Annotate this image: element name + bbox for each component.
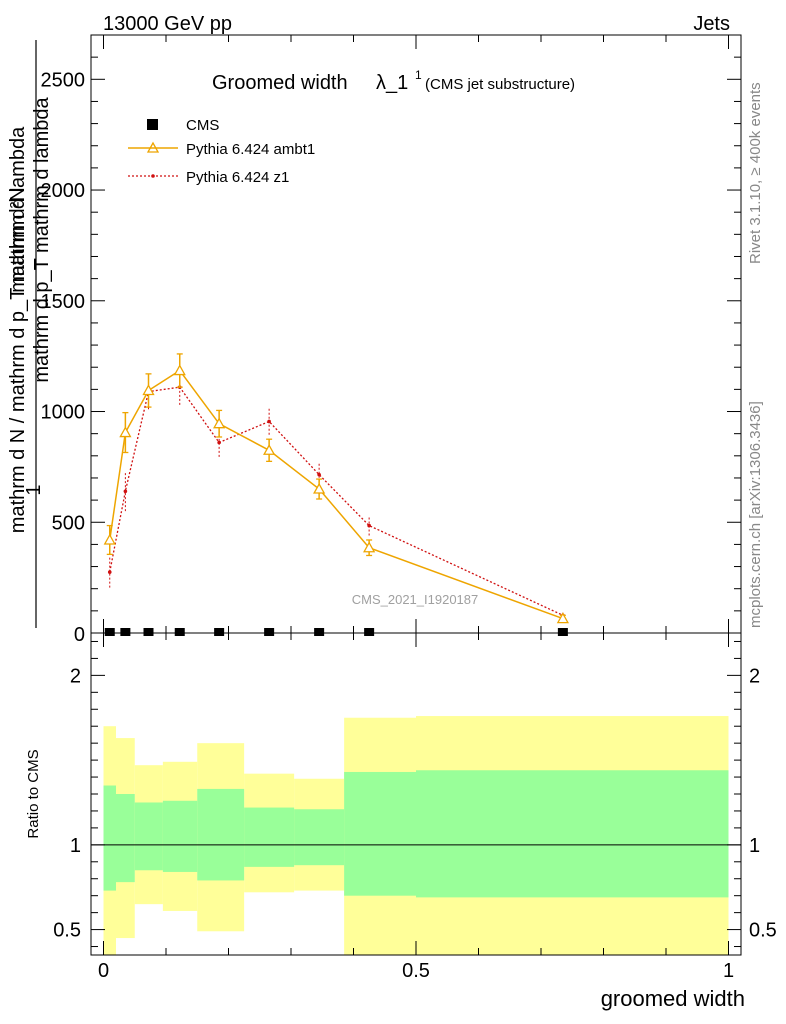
ambt1-point [173, 364, 186, 376]
legend-ambt1-label: Pythia 6.424 ambt1 [186, 141, 315, 158]
ratio-xlabel: groomed width [601, 986, 745, 1011]
cms-point [264, 628, 275, 636]
ambt1-point [103, 533, 116, 545]
ambt1-series-line [109, 369, 564, 620]
ambt1-point [363, 541, 376, 553]
ratio-ytick-label-right: 1 [749, 835, 760, 857]
ratio-inner-band [197, 788, 245, 881]
cms-point [314, 628, 325, 636]
ambt1-point [142, 384, 155, 396]
chart-title-note: (CMS jet substructure) [425, 76, 575, 93]
analysis-watermark: CMS_2021_I1920187 [352, 592, 479, 607]
ratio-frame [90, 632, 742, 956]
chart-title: Groomed width [212, 72, 348, 94]
legend-cms-marker [147, 119, 158, 130]
ratio-ytick-label-left: 2 [70, 665, 81, 687]
ambt1-point [213, 417, 226, 429]
ratio-panel: 0.5 0.51 12 2 0 0.5 1 [53, 632, 777, 982]
ratio-inner-band [244, 807, 295, 867]
main-ylabel-top-den: mathrm d p_T mathrm d lambda [31, 96, 53, 382]
z1-point [217, 440, 221, 445]
ratio-inner-band [162, 800, 198, 872]
ratio-ytick-label-left: 1 [70, 835, 81, 857]
ratio-ytick-label-left: 0.5 [53, 920, 81, 942]
ratio-ytick-labels: 0.5 0.5 1 1 2 2 [53, 665, 777, 941]
ratio-inner-band [294, 809, 345, 866]
main-ytick-label: 2000 [41, 180, 86, 202]
legend-cms-label: CMS [186, 117, 219, 134]
chart-title-lambda: λ_1 [376, 72, 408, 94]
ambt1-point [119, 426, 132, 438]
chart-title-superscript: 1 [415, 68, 422, 82]
z1-point [267, 419, 271, 424]
header-process: Jets [693, 13, 730, 35]
main-ytick-label-zero: 0 [74, 624, 85, 646]
cms-point [557, 628, 568, 636]
ratio-bands [103, 716, 729, 955]
header-energy: 13000 GeV pp [103, 13, 232, 35]
main-ylabel-top-num: mathrm d²N [7, 187, 29, 293]
main-panel: CMS_2021_I1920187 500 1000 1500 2000 2500 0 [41, 34, 742, 646]
ambt1-point [263, 443, 276, 455]
main-ytick-label: 1500 [41, 291, 86, 313]
main-ytick-label: 2500 [41, 69, 86, 91]
cms-point [214, 628, 225, 636]
main-ytick-labels: 500 1000 1500 2000 2500 0 [41, 69, 86, 646]
ratio-inner-band [134, 802, 163, 871]
z1-series-line [109, 386, 564, 616]
main-axis-ticks [91, 35, 741, 633]
legend-z1-label: Pythia 6.424 z1 [186, 169, 289, 186]
z1-point [107, 570, 112, 574]
cms-point [143, 628, 154, 636]
legend-ambt1-marker [146, 141, 160, 153]
z1-point [123, 489, 128, 494]
mcplots-label: mcplots.cern.ch [arXiv:1306.3436] [747, 401, 764, 628]
ratio-xtick-labels: 0 0.5 1 [98, 960, 734, 982]
cms-point [104, 628, 115, 636]
ratio-ytick-label-right: 0.5 [749, 920, 777, 942]
legend-z1-marker [151, 174, 155, 178]
ratio-axis-ticks [91, 633, 741, 955]
main-ylabel-bottom: mathrm d N / mathrm d p_T mathrm d lambd… [7, 126, 29, 533]
cms-point [364, 628, 375, 636]
cms-point [120, 628, 131, 636]
ratio-inner-band [344, 771, 416, 896]
main-series-layer [103, 353, 569, 636]
z1-point [317, 472, 321, 477]
ratio-ytick-label-right: 2 [749, 665, 760, 687]
main-ytick-label: 1000 [41, 402, 86, 424]
ratio-ylabel: Ratio to CMS [25, 749, 42, 838]
ratio-inner-band [116, 794, 135, 883]
ratio-xtick-label: 1 [723, 960, 734, 982]
ambt1-point [556, 612, 569, 624]
main-ytick-label: 500 [52, 512, 85, 534]
z1-point [367, 523, 371, 528]
main-ylabel-top: 1 [23, 484, 45, 495]
cms-point [174, 628, 185, 636]
rivet-label: Rivet 3.1.10, ≥ 400k events [747, 82, 764, 264]
legend: CMS Pythia 6.424 ambt1 Pythia 6.424 z1 [128, 117, 315, 186]
ratio-xtick-label: 0 [98, 960, 109, 982]
ratio-xtick-label: 0.5 [402, 960, 430, 982]
ambt1-point [313, 482, 326, 494]
ratio-inner-band [103, 785, 116, 891]
ratio-inner-band [416, 770, 729, 898]
